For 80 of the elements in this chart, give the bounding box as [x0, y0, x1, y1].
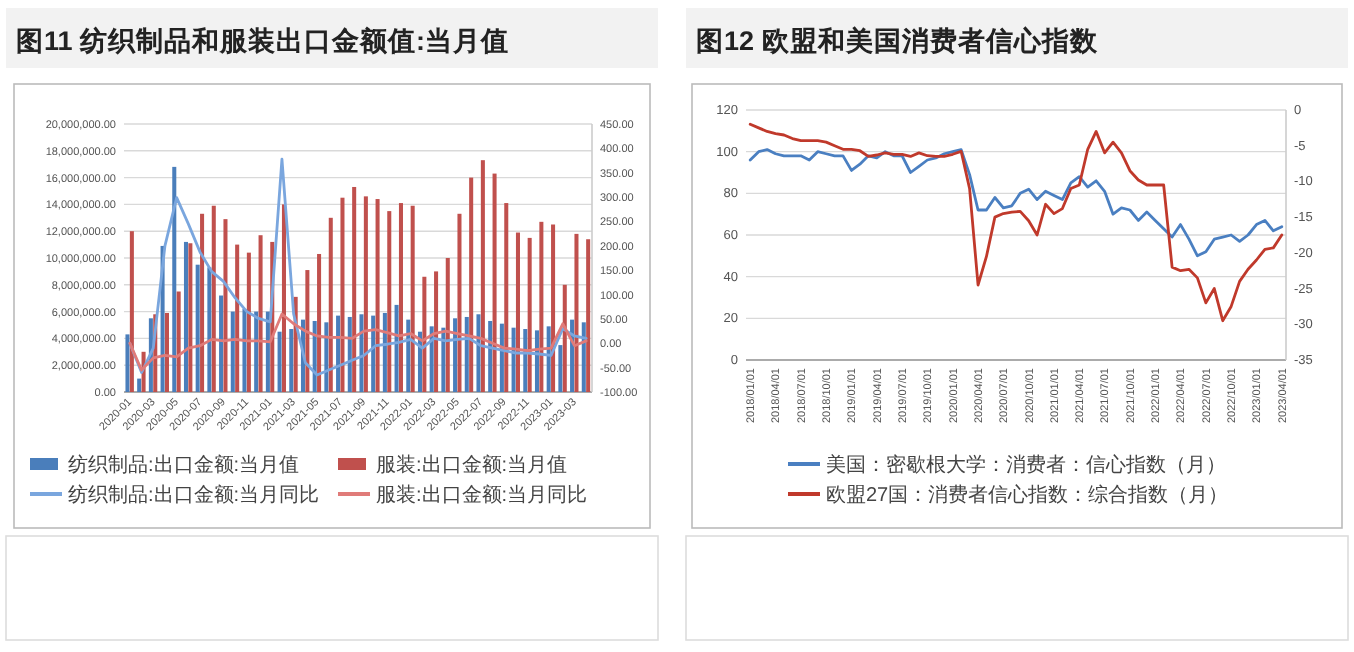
bar: [457, 213, 462, 392]
bar: [422, 276, 427, 392]
bar: [183, 241, 188, 392]
bar: [219, 295, 224, 392]
bar: [246, 252, 251, 392]
legend-label: 服装:出口金额:当月同比: [376, 483, 588, 507]
legend-label: 纺织制品:出口金额:当月值: [68, 453, 300, 477]
bar: [352, 186, 357, 392]
bar: [172, 166, 177, 392]
bar: [574, 233, 579, 392]
bar: [359, 314, 364, 392]
bar: [347, 316, 352, 392]
bar: [476, 314, 481, 392]
bar: [581, 322, 586, 392]
line-series: [748, 148, 1284, 258]
bar: [281, 204, 286, 392]
bar: [445, 258, 450, 392]
bar: [504, 203, 509, 392]
bar: [488, 320, 493, 392]
bar: [230, 311, 235, 392]
bar: [539, 221, 544, 392]
bar: [480, 160, 485, 392]
bar: [242, 308, 247, 392]
bar: [324, 322, 329, 392]
bar: [125, 334, 130, 392]
bar: [453, 318, 458, 392]
bar: [469, 177, 474, 392]
bar: [258, 235, 263, 392]
bar: [410, 205, 415, 392]
bar: [434, 271, 439, 392]
line-series: [128, 157, 588, 377]
bar: [195, 264, 200, 392]
line-series: [748, 122, 1284, 323]
bar: [289, 329, 294, 392]
bar: [546, 326, 551, 392]
bar: [223, 219, 228, 392]
bar: [464, 316, 469, 392]
bar: [211, 205, 216, 392]
legend-label: 纺织制品:出口金额:当月同比: [68, 483, 320, 507]
bar: [387, 211, 392, 392]
bar: [129, 231, 134, 392]
bar: [534, 330, 539, 392]
bar: [586, 239, 591, 392]
bar: [254, 311, 259, 392]
bar: [551, 224, 556, 392]
bar: [207, 267, 212, 392]
chart-title: 图11 纺织制品和服装出口金额值:当月值: [16, 24, 510, 56]
legend-label: 欧盟27国：消费者信心指数：综合指数（月）: [826, 483, 1229, 507]
bar: [371, 315, 376, 392]
bar: [137, 378, 142, 392]
bar: [406, 319, 411, 392]
bar: [523, 329, 528, 392]
legend-label: 美国：密歇根大学：消费者：信心指数（月）: [826, 453, 1226, 477]
bar: [515, 232, 520, 392]
bar: [277, 331, 282, 392]
bar: [527, 237, 532, 392]
bar: [188, 243, 193, 392]
bar: [562, 284, 567, 392]
line-series: [128, 312, 588, 372]
legend-label: 服装:出口金额:当月值: [376, 453, 568, 477]
bar: [317, 253, 322, 392]
bar: [363, 196, 368, 392]
chart-title: 图12 欧盟和美国消费者信心指数: [696, 24, 1100, 56]
bar: [164, 312, 169, 392]
bar: [558, 345, 563, 392]
bar: [394, 304, 399, 392]
bar: [375, 199, 380, 392]
bar: [492, 173, 497, 392]
bar: [441, 327, 446, 392]
bar: [305, 270, 310, 392]
bar: [336, 315, 341, 392]
bar: [235, 244, 240, 392]
bar: [340, 197, 345, 392]
bar: [200, 213, 205, 392]
bar: [499, 323, 504, 392]
bar: [511, 327, 516, 392]
bar: [382, 312, 387, 392]
bar: [398, 203, 403, 392]
bar: [176, 291, 181, 392]
bar: [328, 217, 333, 392]
